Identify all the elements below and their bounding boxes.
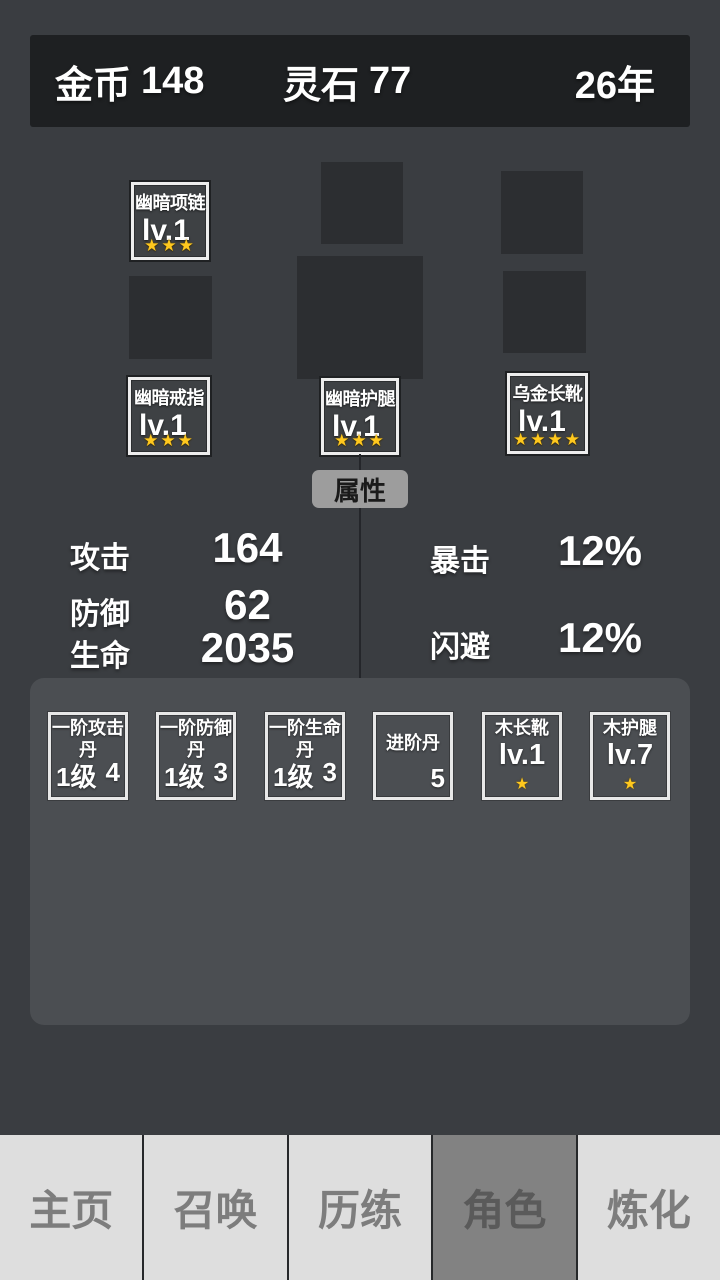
item-level: lv.1 [332, 410, 380, 443]
item-grade: 1级 [164, 762, 205, 792]
item-stars: ★★★ [144, 236, 196, 255]
tab-adventure[interactable]: 历练 [288, 1135, 432, 1280]
spirit-stone-counter: 灵石 77 [283, 35, 411, 127]
item-name: 一阶攻击丹 [52, 718, 124, 760]
equipment-slot-empty [129, 276, 212, 359]
hp-value: 2035 [200, 624, 295, 671]
item-count: 5 [430, 763, 445, 793]
item-grade: 1级 [273, 762, 314, 792]
inventory-item-hp-pill[interactable]: 一阶生命丹 1级 3 [264, 711, 346, 801]
item-name: 木长靴 [495, 718, 549, 738]
item-count: 3 [322, 757, 337, 787]
item-info: 1级 4 [56, 757, 120, 794]
equipment-slot-leggings[interactable]: 幽暗护腿 lv.1 ★★★ [319, 376, 401, 457]
defense-label: 防御 [70, 598, 130, 631]
item-grade: 1级 [56, 762, 97, 792]
attack-label: 攻击 [70, 542, 130, 575]
gold-counter: 金币 148 [55, 35, 204, 127]
equipment-slot-necklace[interactable]: 幽暗项链 lv.1 ★★★ [129, 180, 211, 262]
item-stars: ★ [622, 776, 638, 793]
equipment-slot-empty [321, 162, 403, 244]
crit-label: 暴击 [430, 545, 490, 578]
year-indicator: 26年 [575, 35, 655, 127]
attack-value: 164 [212, 524, 283, 571]
inventory-item-wood-leggings[interactable]: 木护腿 lv.7 ★ [589, 711, 671, 801]
item-name: 木护腿 [603, 718, 657, 738]
attributes-button[interactable]: 属性 [312, 470, 408, 508]
equipment-slot-empty [503, 271, 586, 353]
item-name: 乌金长靴 [512, 384, 584, 404]
item-info: 5 [381, 763, 445, 794]
dodge-value: 12% [557, 614, 643, 661]
character-body-slot [297, 256, 423, 379]
item-stars: ★ [514, 776, 530, 793]
item-stars: ★★★ [334, 431, 386, 450]
tab-character[interactable]: 角色 [433, 1135, 576, 1280]
item-name: 一阶防御丹 [160, 718, 232, 760]
connector-line [359, 454, 361, 678]
gold-value: 148 [141, 59, 205, 102]
item-name: 幽暗护腿 [325, 389, 396, 409]
item-info: 1级 3 [164, 757, 228, 794]
item-level: lv.1 [142, 214, 190, 247]
inventory-panel: 一阶攻击丹 1级 4 一阶防御丹 1级 3 一阶生命丹 1级 3 进阶丹 5 [30, 678, 690, 1025]
item-info: 1级 3 [273, 757, 337, 794]
inventory-item-defense-pill[interactable]: 一阶防御丹 1级 3 [155, 711, 237, 801]
defense-value: 62 [224, 581, 271, 628]
hp-label: 生命 [70, 640, 130, 673]
tab-refine[interactable]: 炼化 [577, 1135, 720, 1280]
year-value: 26年 [574, 64, 655, 107]
item-name: 一阶生命丹 [269, 718, 341, 760]
gold-label: 金币 [55, 64, 132, 107]
item-level: lv.1 [139, 409, 187, 442]
item-stars: ★★★★ [513, 430, 582, 449]
tab-home[interactable]: 主页 [0, 1135, 143, 1280]
inventory-item-wood-boots[interactable]: 木长靴 lv.1 ★ [481, 711, 563, 801]
tab-summon[interactable]: 召唤 [144, 1135, 287, 1280]
item-count: 3 [213, 757, 228, 787]
equipment-slot-boots[interactable]: 乌金长靴 lv.1 ★★★★ [505, 371, 590, 456]
item-level: lv.1 [518, 405, 566, 438]
equipment-slot-empty [501, 171, 583, 254]
crit-value: 12% [557, 527, 643, 574]
item-name: 幽暗戒指 [134, 388, 205, 408]
inventory-item-attack-pill[interactable]: 一阶攻击丹 1级 4 [47, 711, 129, 801]
item-name: 幽暗项链 [135, 193, 206, 213]
spirit-stone-value: 77 [369, 59, 412, 102]
item-count: 4 [105, 757, 120, 787]
resource-bar: 金币 148 灵石 77 26年 [30, 35, 690, 127]
dodge-label: 闪避 [430, 631, 490, 664]
equipment-slot-ring[interactable]: 幽暗戒指 lv.1 ★★★ [126, 375, 212, 457]
spirit-stone-label: 灵石 [283, 64, 360, 107]
item-name: 进阶丹 [386, 733, 440, 753]
item-level: lv.7 [606, 738, 654, 771]
bottom-tab-bar: 主页 召唤 历练 角色 炼化 [0, 1135, 720, 1280]
inventory-item-advance-pill[interactable]: 进阶丹 5 [372, 711, 454, 801]
item-stars: ★★★ [143, 431, 195, 450]
item-level: lv.1 [498, 738, 546, 771]
